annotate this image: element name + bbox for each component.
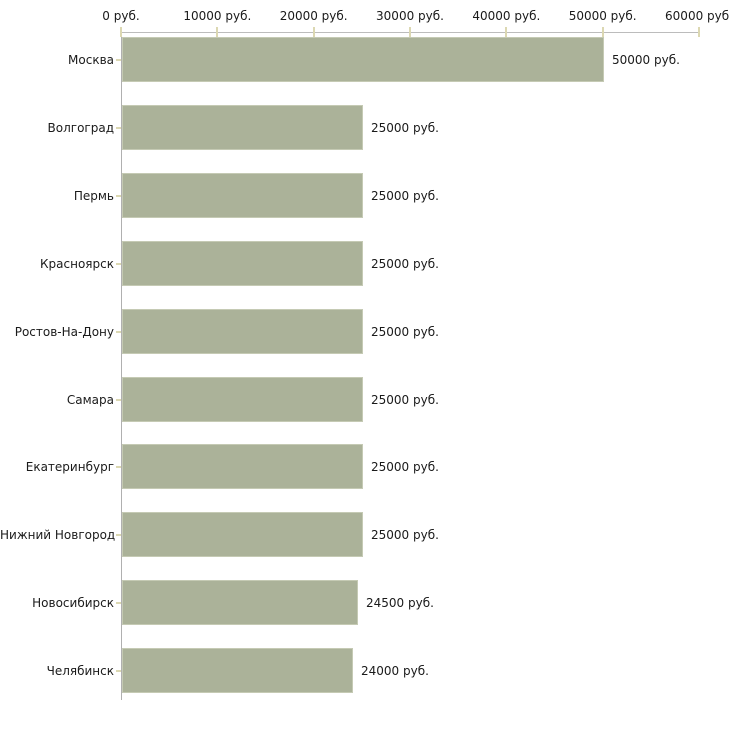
value-label: 25000 руб. [371, 188, 439, 203]
y-axis-tick-mark [116, 533, 121, 536]
x-axis-tick-label: 10000 руб. [183, 9, 252, 23]
category-label: Ростов-На-Дону [14, 324, 114, 339]
x-axis-tick-mark [312, 27, 315, 37]
category-label: Самара [66, 392, 114, 407]
x-axis-tick-mark [409, 27, 411, 37]
x-axis-tick-mark [216, 27, 219, 37]
category-label: Волгоград [47, 120, 114, 135]
x-axis-tick-mark [505, 27, 508, 37]
x-axis-tick-mark [698, 27, 700, 37]
value-label: 25000 руб. [371, 459, 439, 474]
x-axis-tick-label: 40000 руб. [472, 9, 541, 23]
y-axis-line [121, 32, 122, 700]
bar [122, 37, 604, 82]
value-label: 24500 руб. [366, 595, 434, 610]
category-label: Красноярск [40, 256, 114, 271]
value-label: 25000 руб. [371, 527, 439, 542]
bar [122, 512, 363, 557]
category-label: Челябинск [46, 663, 114, 678]
category-label: Нижний Новгород [0, 527, 116, 542]
x-axis-tick-label: 50000 руб. [568, 9, 637, 23]
bar [122, 309, 363, 354]
value-label: 25000 руб. [371, 324, 439, 339]
bar [122, 377, 363, 422]
bar [122, 173, 363, 218]
bar [122, 241, 363, 286]
x-axis-tick-label: 0 руб. [102, 9, 140, 23]
bar [122, 648, 353, 693]
bar [122, 444, 363, 489]
value-label: 25000 руб. [371, 256, 439, 271]
y-axis-tick-mark [116, 330, 121, 333]
category-label: Пермь [73, 188, 114, 203]
category-label: Москва [68, 52, 114, 67]
value-label: 24000 руб. [361, 663, 429, 678]
x-axis-tick-mark [601, 27, 604, 37]
y-axis-tick-mark [116, 601, 121, 604]
bar [122, 105, 363, 150]
x-axis-tick-label: 20000 руб. [279, 9, 348, 23]
y-axis-tick-mark [116, 465, 121, 468]
y-axis-tick-mark [116, 58, 121, 61]
y-axis-tick-mark [116, 194, 121, 197]
bar [122, 580, 358, 625]
x-axis-tick-label: 30000 руб. [376, 9, 444, 23]
x-axis-tick-mark [120, 27, 122, 37]
value-label: 50000 руб. [612, 52, 680, 67]
value-label: 25000 руб. [371, 392, 439, 407]
y-axis-tick-mark [116, 126, 121, 129]
category-label: Новосибирск [32, 595, 114, 610]
value-label: 25000 руб. [371, 120, 439, 135]
category-label: Екатеринбург [25, 459, 114, 474]
x-axis-tick-label: 60000 руб. [665, 9, 730, 23]
y-axis-tick-mark [116, 398, 121, 401]
y-axis-tick-mark [116, 262, 121, 265]
y-axis-tick-mark [116, 669, 121, 672]
